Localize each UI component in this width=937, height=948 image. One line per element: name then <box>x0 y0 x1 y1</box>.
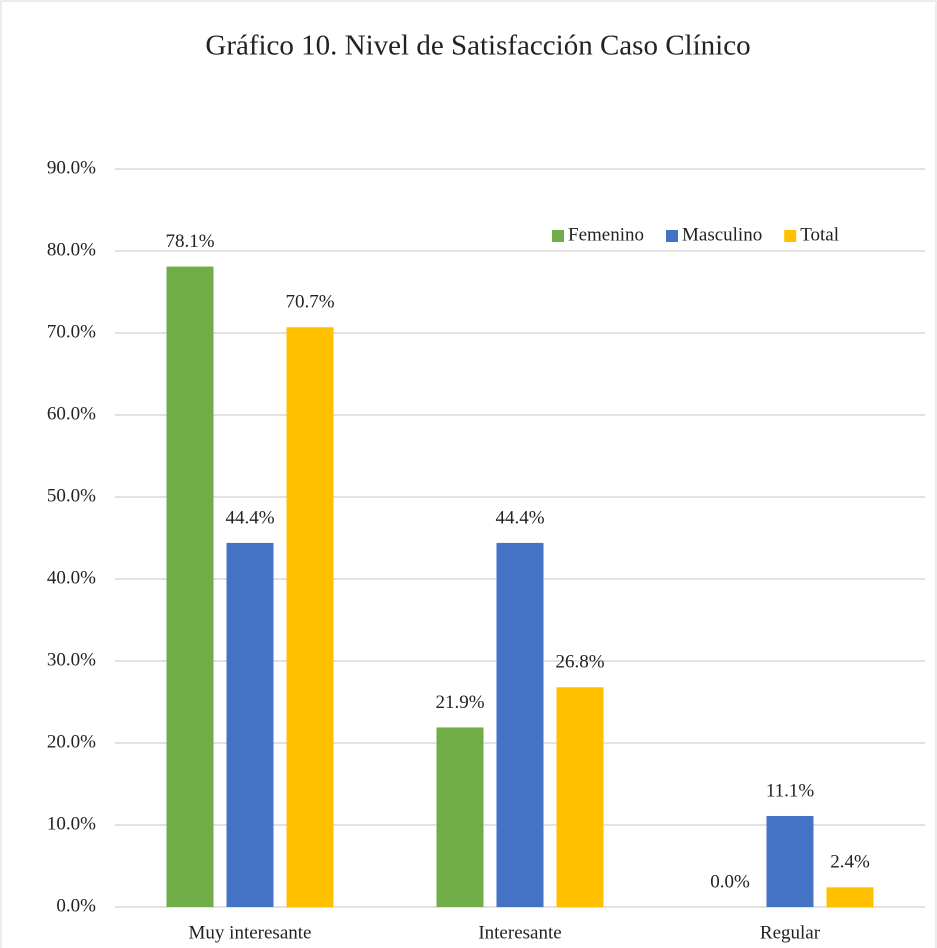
data-label: 2.4% <box>830 852 870 873</box>
data-label: 44.4% <box>495 507 544 528</box>
data-label: 44.4% <box>225 507 274 528</box>
legend-label: Total <box>800 224 839 245</box>
legend-label: Femenino <box>568 224 644 245</box>
y-tick-label: 30.0% <box>47 649 96 670</box>
y-tick-label: 10.0% <box>47 813 96 834</box>
data-label: 70.7% <box>285 292 334 313</box>
x-tick-label: Regular <box>760 922 821 943</box>
y-tick-label: 60.0% <box>47 403 96 424</box>
legend-swatch <box>666 230 678 242</box>
legend-label: Masculino <box>682 224 762 245</box>
bar <box>286 327 334 907</box>
data-label: 21.9% <box>435 692 484 713</box>
bar <box>436 727 484 907</box>
data-label: 26.8% <box>555 652 604 673</box>
bar <box>496 542 544 907</box>
bar <box>556 687 604 907</box>
legend-swatch <box>552 230 564 242</box>
y-tick-label: 90.0% <box>47 157 96 178</box>
bar <box>826 887 874 907</box>
y-tick-label: 50.0% <box>47 485 96 506</box>
x-tick-label: Muy interesante <box>189 922 312 943</box>
bar <box>766 815 814 907</box>
data-label: 78.1% <box>165 231 214 252</box>
data-label: 11.1% <box>766 780 815 801</box>
bar <box>166 266 214 908</box>
x-tick-label: Interesante <box>478 922 561 943</box>
y-tick-label: 0.0% <box>56 895 96 916</box>
legend-swatch <box>784 230 797 242</box>
data-label: 0.0% <box>710 871 750 892</box>
y-tick-label: 80.0% <box>47 239 96 260</box>
y-tick-label: 20.0% <box>47 731 96 752</box>
y-tick-label: 40.0% <box>47 567 96 588</box>
chart-title: Gráfico 10. Nivel de Satisfacción Caso C… <box>205 30 750 62</box>
bar <box>226 542 274 907</box>
y-tick-label: 70.0% <box>47 321 96 342</box>
